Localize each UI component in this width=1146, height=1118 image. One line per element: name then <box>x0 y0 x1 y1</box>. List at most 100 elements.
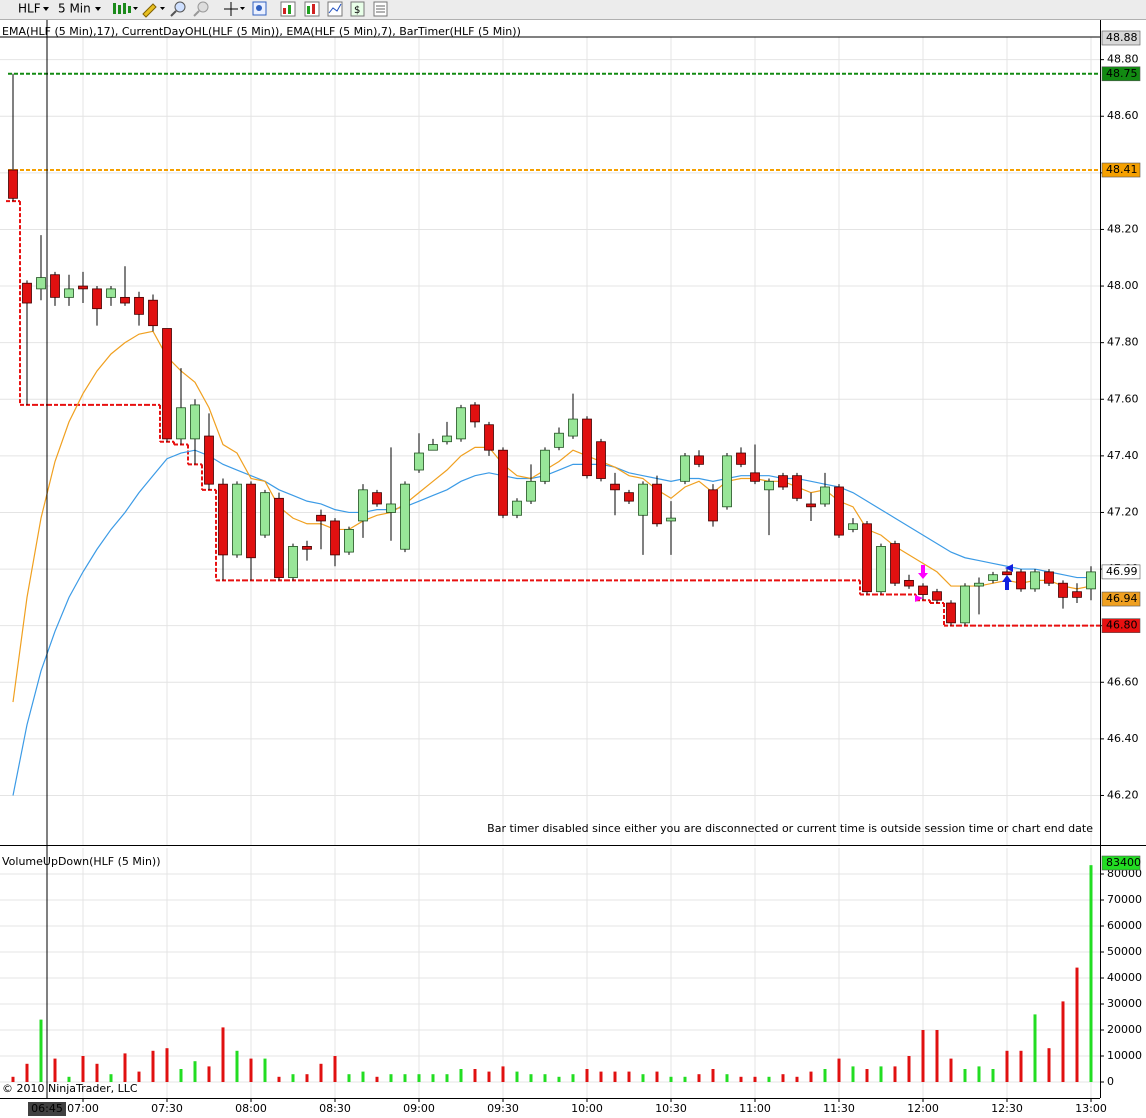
volume-bar <box>179 1068 183 1082</box>
candle-body <box>568 418 578 437</box>
line-chart-button[interactable] <box>327 1 343 17</box>
candle-body <box>834 486 844 536</box>
indicators-button[interactable] <box>304 1 320 17</box>
y-tick-label: 70000 <box>1107 893 1142 906</box>
plot-area: 46.2046.4046.6046.8047.0047.2047.4047.60… <box>0 20 1146 1116</box>
x-tick-label: 08:00 <box>235 1102 267 1115</box>
zoom-in-button[interactable] <box>170 1 186 17</box>
bar-timer-note: Bar timer disabled since either you are … <box>487 822 1093 835</box>
volume-bar <box>39 1019 43 1082</box>
volume-bar <box>347 1074 351 1082</box>
data-box-button[interactable] <box>373 1 388 17</box>
candle-body <box>400 483 410 550</box>
volume-bar <box>11 1076 15 1082</box>
candle-body <box>876 546 886 593</box>
y-tick-label: 47.60 <box>1107 392 1139 405</box>
volume-bar <box>67 1076 71 1082</box>
crosshair-price-box-text: 48.88 <box>1106 31 1138 44</box>
instrument-selector[interactable]: HLF <box>18 2 41 16</box>
volume-bar <box>1075 967 1079 1082</box>
ema-line <box>12 449 1091 796</box>
y-tick-label: 46.40 <box>1107 732 1139 745</box>
volume-bar <box>361 1071 365 1082</box>
volume-bar <box>305 1074 309 1082</box>
volume-bar <box>207 1066 211 1082</box>
candle-body <box>988 574 998 581</box>
candle-body <box>1058 582 1068 598</box>
volume-value-box-bg <box>1101 855 1141 871</box>
candle-body <box>120 296 130 304</box>
volume-bar <box>725 1074 729 1082</box>
candle-body <box>372 492 382 505</box>
dropdown-arrow[interactable] <box>43 7 49 11</box>
x-tick-label: 13:00 <box>1075 1102 1107 1115</box>
volume-bar <box>501 1066 505 1082</box>
candle-body <box>1044 571 1054 584</box>
candle-body <box>344 529 354 553</box>
candle-body <box>638 483 648 516</box>
candle-body <box>890 543 900 584</box>
volume-bar <box>795 1076 799 1082</box>
x-tick-label: 07:30 <box>151 1102 183 1115</box>
candle-body <box>764 480 774 491</box>
buy-arrow <box>1002 575 1012 590</box>
x-tick-label: 10:30 <box>655 1102 687 1115</box>
volume-bar <box>697 1074 701 1082</box>
candle-body <box>274 497 284 578</box>
volume-bar <box>403 1074 407 1082</box>
crosshair-button[interactable] <box>224 2 245 16</box>
volume-bar <box>95 1063 99 1082</box>
day-low-box-text: 46.80 <box>1106 619 1138 632</box>
candle-body <box>806 503 816 508</box>
volume-bar <box>655 1071 659 1082</box>
dropdown-arrow[interactable] <box>95 7 101 11</box>
candle-body <box>302 546 312 550</box>
candle-body <box>162 328 172 440</box>
volume-bar <box>81 1055 85 1082</box>
crosshair-price-box-bg <box>1101 30 1141 46</box>
volume-bar <box>599 1071 603 1082</box>
candle-body <box>8 169 18 199</box>
volume-bar <box>1019 1050 1023 1082</box>
strategies-button[interactable] <box>280 1 296 17</box>
draw-button[interactable] <box>142 3 165 18</box>
volume-bar <box>627 1071 631 1082</box>
volume-bar <box>249 1058 253 1082</box>
x-tick-label: 07:00 <box>67 1102 99 1115</box>
x-tick-label: 11:00 <box>739 1102 771 1115</box>
volume-bar <box>25 1063 29 1082</box>
candle-body <box>1072 591 1082 598</box>
candle-body <box>330 520 340 556</box>
volume-bar <box>809 1071 813 1082</box>
y-tick-label: 50000 <box>1107 945 1142 958</box>
x-tick-label: 12:00 <box>907 1102 939 1115</box>
crosshair-price-box: 48.88 <box>1101 30 1141 46</box>
candle-body <box>708 489 718 522</box>
candle-body <box>92 288 102 310</box>
chart-style-button[interactable] <box>113 3 138 14</box>
volume-bar <box>277 1076 281 1082</box>
candle-body <box>666 517 676 522</box>
volume-bar <box>907 1055 911 1082</box>
volume-value-box: 83400 <box>1101 855 1141 871</box>
interval-selector[interactable]: 5 Min <box>58 2 91 16</box>
sell-arrow <box>918 565 928 579</box>
candle-body <box>596 441 606 479</box>
volume-bar <box>837 1058 841 1082</box>
volume-bar <box>921 1029 925 1082</box>
volume-bar <box>557 1076 561 1082</box>
candle-body <box>428 444 438 451</box>
entry-triangle <box>1005 564 1013 572</box>
volume-bar <box>935 1029 939 1082</box>
crosshair-time-bg <box>28 1102 66 1116</box>
zoom-out-button[interactable] <box>193 1 209 17</box>
volume-bar <box>977 1066 981 1082</box>
day-high-box-text: 48.75 <box>1106 67 1138 80</box>
exit-triangle <box>915 595 923 602</box>
candle-body <box>78 285 88 290</box>
market-analyzer-button[interactable]: $ <box>350 1 365 17</box>
day-open-box-text: 48.41 <box>1106 163 1138 176</box>
candle-body <box>624 492 634 502</box>
properties-button[interactable] <box>252 1 267 16</box>
volume-bar <box>165 1048 169 1082</box>
